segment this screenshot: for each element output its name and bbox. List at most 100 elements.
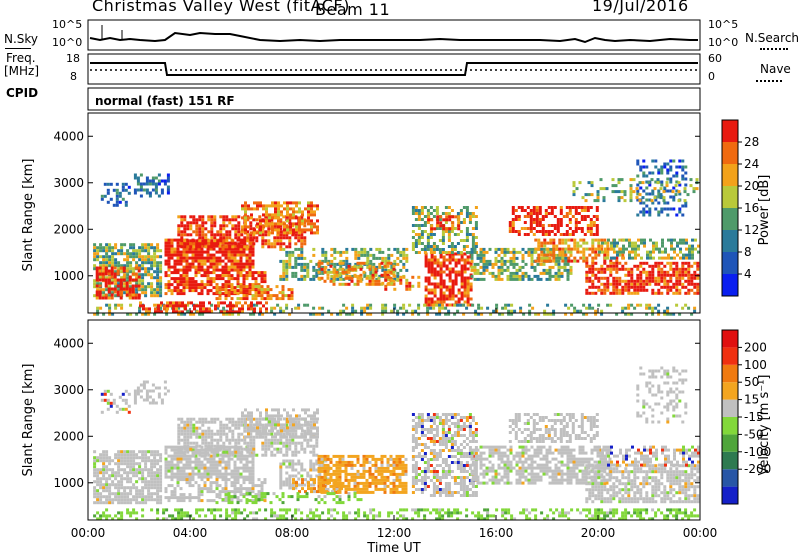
heatmap-cell [548,274,552,278]
heatmap-cell [541,224,545,227]
heatmap-cell [612,291,616,295]
freq-label-bottom: [MHz] [4,64,40,78]
heatmap-cell [257,291,261,295]
heatmap-cell [557,268,561,272]
heatmap-cell [512,256,516,260]
heatmap-cell [150,276,154,280]
heatmap-cell [417,281,421,285]
heatmap-cell [519,309,523,313]
heatmap-cell [445,303,449,307]
heatmap-cell [591,285,595,289]
heatmap-cell [263,297,267,301]
heatmap-cell [595,209,599,212]
heatmap-cell [336,277,340,281]
heatmap-cell [197,262,201,266]
heatmap-cell [212,460,216,464]
heatmap-cell [279,450,283,454]
heatmap-cell [144,501,148,505]
heatmap-cell [118,194,122,198]
heatmap-cell [300,247,304,251]
heatmap-cell [131,290,135,294]
heatmap-cell [114,246,118,250]
heatmap-cell [249,423,253,427]
heatmap-cell [114,282,118,286]
heatmap-cell [582,247,586,251]
heatmap-cell [265,307,268,311]
heatmap-cell [615,261,619,265]
heatmap-cell [675,273,679,277]
heatmap-cell [112,398,116,402]
heatmap-cell [226,304,229,308]
heatmap-cell [363,309,367,313]
heatmap-cell [666,213,670,217]
heatmap-cell [384,284,388,288]
heatmap-cell [279,247,283,251]
heatmap-cell [678,276,682,280]
heatmap-cell [469,261,473,265]
heatmap-cell [279,245,283,249]
heatmap-cell [661,238,664,242]
heatmap-cell [277,231,280,235]
heatmap-cell [569,268,573,272]
heatmap-cell [690,264,694,268]
heatmap-cell [380,273,384,277]
heatmap-cell [176,460,180,464]
heatmap-cell [108,501,112,505]
heatmap-cell [201,230,205,234]
heatmap-cell [309,312,313,316]
heatmap-cell [227,289,231,293]
heatmap-cell [297,306,301,310]
heatmap-cell [657,288,661,292]
heatmap-cell [357,274,361,278]
heatmap-cell [441,248,445,251]
heatmap-cell [257,294,261,298]
heatmap-cell [696,288,700,292]
heatmap-cell [93,450,97,454]
heatmap-cell [115,182,119,186]
heatmap-cell [182,292,186,296]
heatmap-cell [433,291,437,295]
heatmap-cell [126,486,130,490]
heatmap-cell [237,224,241,228]
heatmap-cell [402,256,406,260]
heatmap-cell [219,432,223,436]
heatmap-cell [332,276,336,280]
heatmap-cell [117,498,121,502]
heatmap-cell [417,224,421,227]
heatmap-cell [427,218,431,222]
heatmap-cell [170,283,174,287]
heatmap-cell [180,432,184,436]
heatmap-cell [135,498,139,502]
heatmap-cell [561,253,565,257]
heatmap-cell [129,450,133,454]
heatmap-cell [366,253,370,257]
heatmap-cell [344,276,348,280]
heatmap-cell [135,255,139,259]
heatmap-cell [198,420,202,424]
heatmap-cell [453,248,457,251]
heatmap-cell [164,238,168,242]
heatmap-cell [402,247,406,251]
heatmap-cell [359,261,363,265]
heatmap-cell [694,238,697,242]
heatmap-cell [430,218,434,222]
heatmap-cell [237,450,241,454]
heatmap-cell [307,216,310,220]
heatmap-cell [432,233,436,236]
heatmap-cell [191,469,195,473]
heatmap-cell [96,282,100,286]
heatmap-cell [420,248,424,251]
heatmap-cell [213,438,217,442]
heatmap-cell [224,291,228,295]
heatmap-cell [239,475,243,479]
heatmap-cell [317,264,321,268]
heatmap-cell [109,404,113,408]
heatmap-cell [497,274,501,278]
heatmap-cell [116,290,120,294]
heatmap-cell [254,285,258,289]
heatmap-cell [666,273,670,277]
heatmap-cell [288,242,292,246]
heatmap-cell [682,238,685,242]
heatmap-cell [330,277,334,281]
heatmap-cell [228,426,232,430]
